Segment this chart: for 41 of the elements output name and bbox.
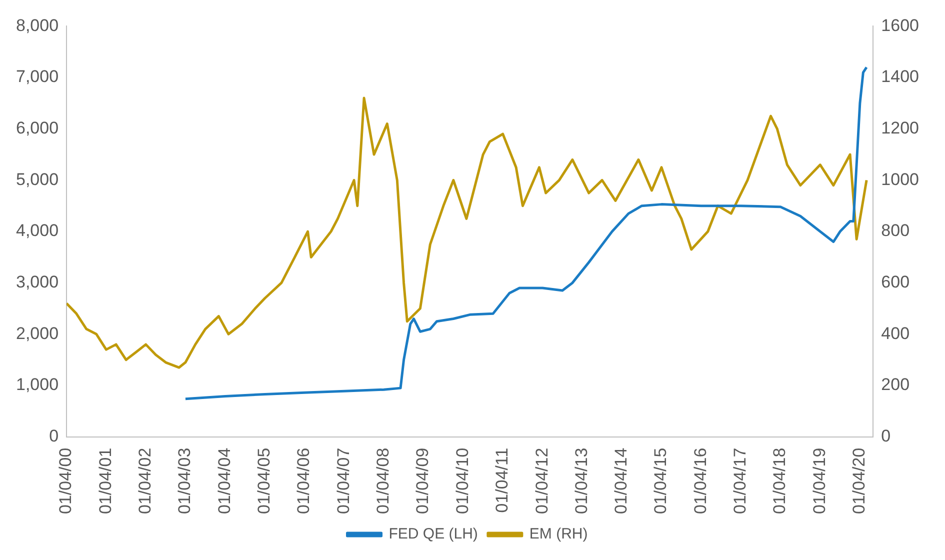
x-tick-label: 01/04/13 <box>572 448 591 514</box>
y-tick-label: 6,000 <box>16 118 59 138</box>
x-tick-label: 01/04/15 <box>651 448 670 514</box>
x-tick-label: 01/04/16 <box>690 448 710 514</box>
legend-label: EM (RH) <box>529 526 588 543</box>
y2-tick-label: 1200 <box>881 118 920 138</box>
x-tick-label: 01/04/18 <box>770 448 790 514</box>
x-tick-label: 01/04/02 <box>136 448 155 514</box>
legend-label: FED QE (LH) <box>388 526 478 543</box>
x-tick-label: 01/04/07 <box>334 448 353 514</box>
x-tick-label: 01/04/06 <box>294 448 314 514</box>
x-tick-label: 01/04/04 <box>214 448 234 514</box>
x-tick-label: 01/04/00 <box>56 448 76 514</box>
x-tick-label: 01/04/12 <box>532 448 552 514</box>
y-tick-label: 8,000 <box>16 16 59 35</box>
x-tick-label: 01/04/11 <box>492 448 512 513</box>
y2-tick-label: 0 <box>881 426 891 446</box>
y-tick-label: 4,000 <box>16 221 59 240</box>
y2-tick-label: 1000 <box>881 170 920 189</box>
y2-tick-label: 600 <box>881 272 910 292</box>
y-tick-label: 2,000 <box>16 324 59 343</box>
x-tick-label: 01/04/17 <box>730 448 750 514</box>
x-tick-label: 01/04/01 <box>96 448 115 514</box>
x-tick-label: 01/04/03 <box>175 448 194 514</box>
y2-tick-label: 400 <box>881 324 910 343</box>
y-tick-label: 3,000 <box>16 272 59 292</box>
y2-tick-label: 1600 <box>881 16 920 35</box>
x-tick-label: 01/04/14 <box>612 448 631 514</box>
y-tick-label: 5,000 <box>16 170 59 189</box>
y2-tick-label: 200 <box>881 375 910 394</box>
y2-tick-label: 1400 <box>881 67 920 86</box>
x-tick-label: 01/04/19 <box>810 448 829 514</box>
x-tick-label: 01/04/08 <box>374 448 393 514</box>
x-tick-label: 01/04/09 <box>413 448 432 514</box>
x-tick-label: 01/04/10 <box>452 448 472 514</box>
y-tick-label: 0 <box>49 426 59 446</box>
y2-tick-label: 800 <box>881 221 910 240</box>
x-tick-label: 01/04/20 <box>850 448 869 514</box>
y-tick-label: 7,000 <box>16 67 59 86</box>
x-tick-label: 01/04/05 <box>254 448 274 514</box>
y-tick-label: 1,000 <box>16 375 59 394</box>
